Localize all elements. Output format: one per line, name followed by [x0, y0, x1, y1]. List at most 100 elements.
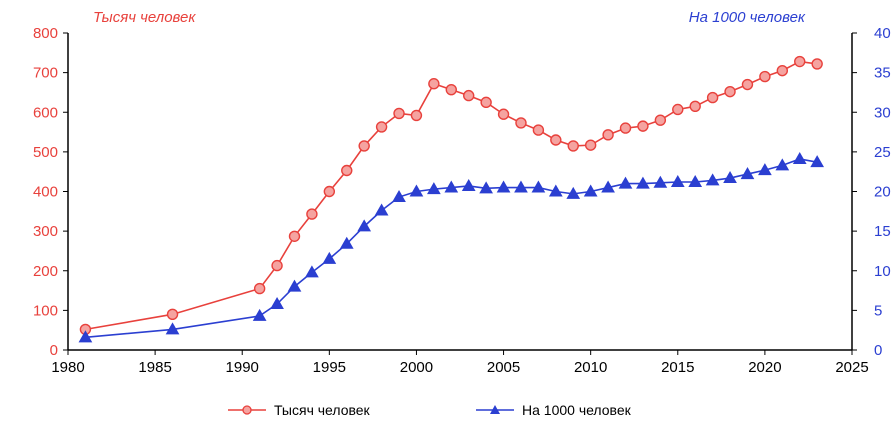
y-left-tick-label: 800: [33, 25, 58, 42]
data-point: [322, 251, 337, 264]
data-point: [306, 208, 318, 220]
data-point: [78, 330, 93, 343]
legend-label: На 1000 человек: [522, 402, 632, 418]
data-point: [339, 236, 354, 249]
data-point: [810, 155, 825, 168]
data-point: [670, 174, 685, 187]
data-point: [654, 114, 667, 126]
data-point: [166, 308, 179, 321]
data-point: [463, 89, 475, 102]
y-right-tick-label: 0: [874, 342, 882, 359]
data-point: [392, 190, 406, 203]
y-right-tick-label: 30: [874, 104, 891, 121]
y-left-axis-title: Тысяч человек: [93, 9, 196, 26]
y-left-tick-label: 100: [33, 302, 58, 319]
x-tick-label: 2015: [661, 359, 694, 376]
data-point: [759, 70, 771, 83]
data-point: [636, 176, 650, 189]
data-point: [461, 178, 476, 191]
x-tick-label: 1985: [138, 359, 171, 376]
legend-item: На 1000 человек: [476, 402, 632, 418]
data-point: [271, 259, 283, 272]
data-point: [689, 100, 701, 113]
data-point: [548, 184, 563, 197]
data-point: [305, 265, 319, 278]
data-point: [445, 83, 457, 96]
data-point: [270, 297, 284, 310]
data-point: [444, 180, 459, 193]
data-point: [776, 64, 789, 77]
data-point: [550, 134, 562, 146]
data-point: [705, 173, 720, 186]
x-tick-label: 1995: [313, 359, 346, 376]
data-point: [323, 185, 336, 198]
data-point: [409, 184, 424, 197]
data-point: [514, 180, 528, 193]
data-point: [601, 180, 615, 193]
data-point: [532, 124, 545, 136]
data-point: [428, 78, 440, 90]
y-left-tick-label: 200: [33, 263, 58, 280]
data-point: [619, 122, 632, 134]
data-point: [393, 107, 405, 120]
data-point: [358, 140, 370, 152]
data-point: [584, 139, 597, 151]
data-point: [792, 151, 807, 165]
data-point: [637, 120, 649, 132]
x-tick-label: 2010: [574, 359, 607, 376]
y-left-tick-label: 0: [50, 342, 58, 359]
data-point: [165, 322, 180, 335]
data-point: [688, 174, 703, 187]
y-right-tick-label: 35: [874, 65, 891, 82]
legend-label: Тысяч человек: [274, 402, 371, 418]
data-point: [706, 91, 719, 104]
y-right-tick-label: 5: [874, 302, 882, 319]
data-point: [583, 184, 598, 197]
data-point: [480, 96, 492, 109]
data-point: [357, 219, 372, 232]
data-point: [341, 164, 353, 177]
data-point: [740, 167, 755, 180]
y-right-tick-label: 15: [874, 223, 891, 240]
data-point: [567, 140, 579, 152]
y-right-tick-label: 20: [874, 184, 891, 201]
data-point: [374, 203, 389, 216]
data-point: [672, 103, 684, 116]
data-point: [618, 176, 633, 189]
data-point: [566, 186, 581, 199]
series-2: [78, 151, 825, 343]
data-point: [496, 180, 511, 193]
y-left-tick-label: 500: [33, 144, 58, 161]
data-point: [723, 171, 737, 184]
data-point: [758, 163, 772, 176]
x-tick-label: 2000: [400, 359, 433, 376]
data-point: [427, 182, 441, 195]
data-point: [252, 308, 267, 321]
data-point: [811, 58, 823, 70]
data-point: [410, 109, 423, 122]
data-point: [288, 230, 301, 242]
legend-swatch-marker: [242, 405, 252, 415]
data-point: [253, 282, 266, 295]
chart-axes: 0100200300400500600700800051015202530354…: [33, 9, 891, 376]
y-left-tick-label: 700: [33, 65, 58, 82]
x-tick-label: 2005: [487, 359, 520, 376]
x-tick-label: 2025: [835, 359, 868, 376]
series-line: [85, 60, 818, 331]
data-point: [602, 129, 614, 141]
data-point: [479, 181, 493, 194]
data-point: [497, 108, 510, 120]
x-tick-label: 1990: [226, 359, 259, 376]
data-point: [775, 158, 790, 171]
chart-series-layer: [78, 55, 825, 343]
y-right-tick-label: 25: [874, 144, 891, 161]
y-right-tick-label: 40: [874, 25, 891, 42]
data-point: [653, 175, 668, 188]
legend-item: Тысяч человек: [228, 402, 371, 418]
y-right-tick-label: 10: [874, 263, 891, 280]
data-point: [741, 78, 754, 91]
y-left-tick-label: 300: [33, 223, 58, 240]
data-point: [724, 85, 736, 98]
y-right-axis-title: На 1000 человек: [689, 9, 806, 26]
